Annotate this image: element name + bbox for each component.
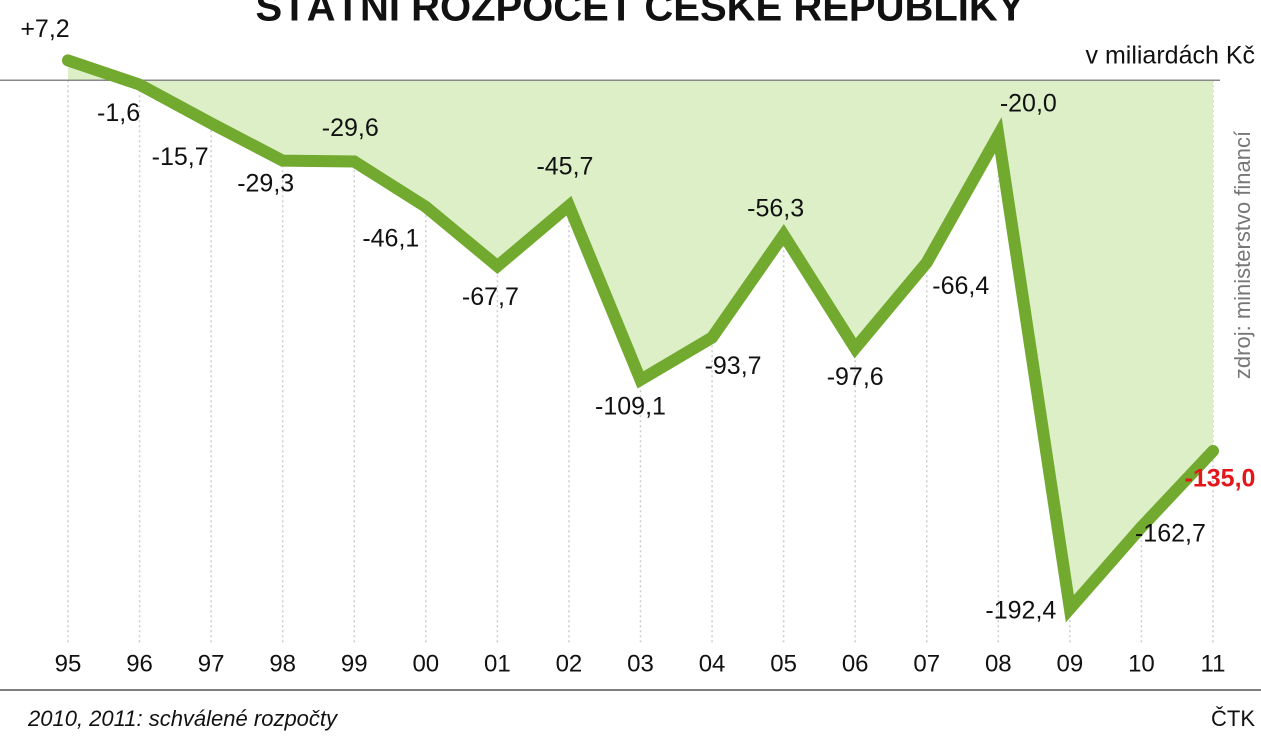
x-tick-label: 99 [341, 650, 368, 677]
x-tick-label: 06 [842, 650, 869, 677]
x-tick-label: 01 [484, 650, 511, 677]
note: 2010, 2011: schválené rozpočty [27, 706, 339, 731]
value-label: -29,6 [322, 114, 379, 142]
value-label: -93,7 [705, 352, 762, 380]
value-label: -192,4 [985, 596, 1056, 624]
x-tick-label: 00 [412, 650, 439, 677]
value-label: -1,6 [97, 99, 140, 127]
x-tick-label: 98 [269, 650, 296, 677]
chart: STÁTNÍ ROZPOČET ČESKÉ REPUBLIKY v miliar… [0, 0, 1261, 737]
x-tick-label: 96 [126, 650, 153, 677]
x-tick-label: 03 [627, 650, 654, 677]
credit: ČTK [1211, 706, 1255, 731]
value-label: -46,1 [362, 224, 419, 252]
value-label: -97,6 [827, 363, 884, 391]
x-tick-label: 05 [770, 650, 797, 677]
x-tick-label: 11 [1201, 650, 1226, 677]
value-label: +7,2 [20, 15, 69, 43]
page: {"chart_data": {"type": "area-line", "ti… [0, 0, 1261, 737]
value-label: -15,7 [152, 143, 209, 171]
x-tick-label: 97 [198, 650, 225, 677]
source: zdroj: ministerstvo financí [1230, 131, 1255, 379]
value-label: -56,3 [747, 194, 804, 222]
x-tick-label: 02 [556, 650, 583, 677]
x-tick-label: 08 [985, 650, 1012, 677]
chart-title: STÁTNÍ ROZPOČET ČESKÉ REPUBLIKY [256, 0, 1025, 30]
unit-label: v miliardách Kč [1086, 42, 1256, 70]
value-label: -67,7 [462, 283, 519, 311]
x-tick-label: 95 [55, 650, 82, 677]
x-tick-label: 04 [699, 650, 726, 677]
x-tick-label: 09 [1057, 650, 1084, 677]
value-label: -135,0 [1185, 465, 1256, 493]
value-label: -45,7 [536, 152, 593, 180]
value-label: -66,4 [932, 272, 989, 300]
value-label: -20,0 [1000, 90, 1057, 118]
value-label: -162,7 [1135, 520, 1206, 548]
value-label: -109,1 [595, 392, 666, 420]
x-tick-label: 10 [1128, 650, 1155, 677]
value-label: -29,3 [237, 169, 294, 197]
x-tick-label: 07 [913, 650, 940, 677]
